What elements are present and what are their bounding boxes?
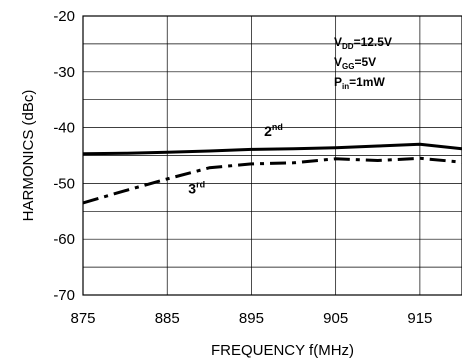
plot-frame <box>82 15 462 296</box>
x-tick-label: 915 <box>407 310 432 327</box>
curve-label-2nd: 2nd <box>264 122 283 139</box>
y-tick-label: -70 <box>53 287 75 304</box>
y-tick-label: -50 <box>53 175 75 192</box>
curve-labels: 2nd 3rd <box>188 122 283 196</box>
series-line-2nd <box>82 142 462 156</box>
x-axis-title: FREQUENCY f(MHz) <box>211 342 354 359</box>
condition-label: Pin=1mW <box>334 75 385 91</box>
y-tick-label: -20 <box>53 8 75 25</box>
condition-label: VDD=12.5V <box>334 35 392 51</box>
series-lines <box>82 142 462 205</box>
x-tick-label: 875 <box>70 310 95 327</box>
x-tick-label: 905 <box>323 310 348 327</box>
condition-label: VGG=5V <box>334 55 376 71</box>
y-tick-label: -60 <box>53 231 75 248</box>
tick-labels: 875 885 895 905 915 -20 -30 -40 -50 -60 -70 <box>53 8 432 327</box>
x-tick-label: 895 <box>239 310 264 327</box>
y-tick-label: -30 <box>53 64 75 81</box>
test-conditions: VDD=12.5V VGG=5V Pin=1mW <box>334 35 392 91</box>
curve-label-3rd: 3rd <box>188 179 205 196</box>
y-tick-label: -40 <box>53 120 75 137</box>
grid <box>82 15 462 296</box>
y-axis-title: HARMONICS (dBc) <box>20 90 37 222</box>
x-tick-label: 885 <box>155 310 180 327</box>
series-line-3rd <box>82 156 462 205</box>
